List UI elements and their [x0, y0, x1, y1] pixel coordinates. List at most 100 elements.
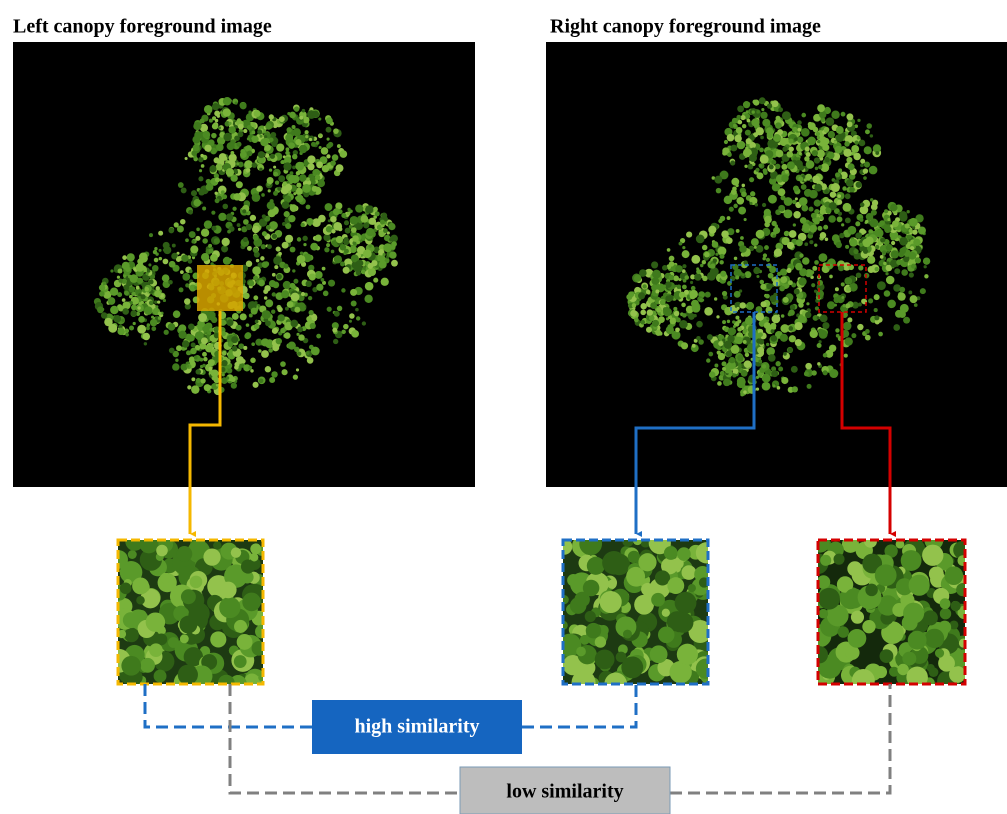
foliage: [279, 116, 285, 122]
foliage: [808, 207, 813, 212]
foliage: [262, 214, 266, 218]
foliage: [185, 157, 188, 160]
foliage: [190, 348, 197, 355]
foliage: [634, 595, 654, 615]
foliage: [356, 270, 361, 275]
foliage: [727, 152, 732, 157]
foliage: [373, 278, 378, 283]
foliage: [778, 205, 785, 212]
foliage: [201, 164, 205, 168]
foliage: [248, 366, 252, 370]
foliage: [780, 334, 788, 342]
foliage: [272, 292, 276, 296]
foliage: [149, 643, 163, 657]
foliage: [292, 154, 298, 160]
foliage: [817, 280, 823, 286]
foliage: [766, 263, 771, 268]
foliage: [182, 340, 189, 347]
foliage: [702, 260, 706, 264]
foliage: [816, 132, 820, 136]
foliage: [209, 165, 216, 172]
foliage: [203, 548, 220, 565]
foliage: [282, 201, 290, 209]
foliage: [831, 183, 840, 192]
foliage: [180, 270, 184, 274]
foliage: [236, 181, 243, 188]
foliage: [769, 165, 774, 170]
foliage: [347, 211, 351, 215]
foliage: [251, 308, 258, 315]
foliage: [193, 122, 201, 130]
foliage: [836, 334, 840, 338]
foliage: [144, 306, 153, 315]
foliage: [739, 245, 746, 252]
foliage: [875, 245, 879, 249]
foliage: [316, 284, 323, 291]
foliage: [368, 263, 374, 269]
foliage: [168, 280, 173, 285]
foliage: [804, 156, 809, 161]
foliage: [899, 248, 906, 255]
foliage: [817, 226, 822, 231]
foliage: [284, 211, 290, 217]
foliage: [880, 255, 884, 259]
foliage: [865, 220, 869, 224]
foliage: [587, 557, 605, 575]
foliage: [282, 242, 289, 249]
foliage: [884, 209, 888, 213]
foliage: [704, 307, 713, 316]
foliage: [137, 306, 140, 309]
foliage: [307, 155, 315, 163]
foliage: [102, 282, 106, 286]
foliage: [177, 546, 193, 562]
foliage: [929, 566, 944, 581]
foliage: [738, 207, 746, 215]
foliage: [733, 368, 739, 374]
foliage: [193, 199, 201, 207]
foliage: [662, 609, 670, 617]
foliage: [865, 237, 873, 245]
foliage: [309, 273, 316, 280]
foliage: [276, 246, 281, 251]
foliage: [717, 381, 722, 386]
foliage: [311, 347, 320, 356]
foliage: [829, 369, 838, 378]
foliage: [768, 273, 774, 279]
foliage: [735, 275, 739, 279]
foliage: [127, 253, 135, 261]
foliage: [202, 238, 208, 244]
foliage: [188, 323, 195, 330]
foliage: [810, 179, 813, 182]
foliage: [819, 609, 829, 619]
foliage: [758, 164, 762, 168]
foliage: [600, 591, 622, 613]
foliage: [793, 223, 796, 226]
foliage: [811, 283, 815, 287]
foliage: [216, 384, 219, 387]
foliage: [875, 229, 883, 237]
foliage: [259, 168, 262, 171]
foliage: [852, 669, 875, 692]
foliage: [159, 257, 163, 261]
foliage: [730, 145, 737, 152]
foliage: [117, 276, 120, 279]
foliage: [718, 341, 723, 346]
foliage: [692, 344, 696, 348]
foliage: [149, 279, 154, 284]
foliage: [863, 176, 867, 180]
foliage: [277, 274, 282, 279]
foliage: [870, 198, 873, 201]
foliage: [764, 222, 770, 228]
foliage: [773, 234, 776, 237]
foliage: [759, 339, 765, 345]
foliage: [128, 275, 132, 279]
foliage: [148, 263, 151, 266]
foliage: [211, 226, 216, 231]
foliage: [857, 136, 861, 140]
foliage: [682, 313, 687, 318]
foliage: [870, 134, 873, 137]
foliage: [228, 341, 234, 347]
foliage: [729, 207, 734, 212]
foliage: [157, 300, 160, 303]
foliage: [710, 267, 719, 276]
